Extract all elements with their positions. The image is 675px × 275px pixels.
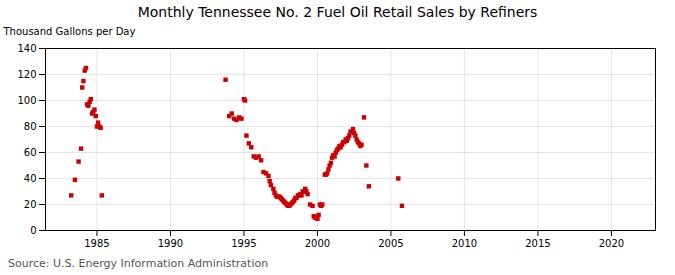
svg-text:2015: 2015 <box>525 238 550 249</box>
svg-text:1990: 1990 <box>158 238 183 249</box>
html-text:Monthly Tennessee No. 2 Fuel O: Monthly Tennessee No. 2 Fuel Oil Retail … <box>137 4 538 20</box>
svg-text:60: 60 <box>24 147 37 158</box>
svg-text:0: 0 <box>30 225 36 236</box>
svg-text:20: 20 <box>24 199 37 210</box>
svg-text:80: 80 <box>24 121 37 132</box>
svg-text:2020: 2020 <box>599 238 624 249</box>
svg-text:120: 120 <box>17 69 36 80</box>
html-text:Source: U.S. Energy Informatio: Source: U.S. Energy Information Administ… <box>8 257 269 270</box>
svg-text:Thousand Gallons per Day: Thousand Gallons per Day <box>3 26 136 37</box>
svg-text:40: 40 <box>24 173 37 184</box>
svg-text:140: 140 <box>17 43 36 54</box>
svg-text:2005: 2005 <box>378 238 403 249</box>
svg-text:100: 100 <box>17 95 36 106</box>
svg-text:1995: 1995 <box>231 238 256 249</box>
svg-text:1985: 1985 <box>84 238 109 249</box>
svg-text:2000: 2000 <box>305 238 330 249</box>
svg-text:2010: 2010 <box>452 238 477 249</box>
